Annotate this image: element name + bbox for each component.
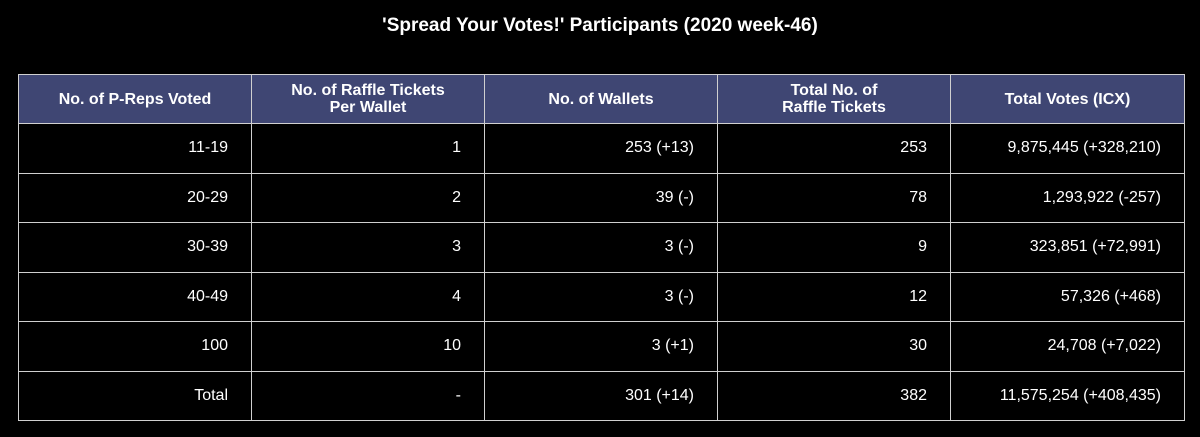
table-cell: 30 bbox=[717, 321, 951, 372]
table-cell: 4 bbox=[251, 271, 485, 322]
table-row: 20-29 2 39 (-) 78 1,293,922 (-257) bbox=[18, 172, 1185, 223]
header-raffle-tickets-per-wallet: No. of Raffle Tickets Per Wallet bbox=[251, 74, 485, 124]
header-total-raffle-tickets: Total No. of Raffle Tickets bbox=[717, 74, 951, 124]
table-cell: 382 bbox=[717, 370, 951, 421]
table-cell: 20-29 bbox=[18, 172, 252, 223]
table-cell: 9 bbox=[717, 222, 951, 273]
table-cell: 253 (+13) bbox=[484, 123, 718, 174]
table-row: 40-49 4 3 (-) 12 57,326 (+468) bbox=[18, 271, 1185, 322]
table-cell: Total bbox=[18, 370, 252, 421]
table-row-total: Total - 301 (+14) 382 11,575,254 (+408,4… bbox=[18, 370, 1185, 421]
table-cell: 10 bbox=[251, 321, 485, 372]
header-p-reps-voted: No. of P-Reps Voted bbox=[18, 74, 252, 124]
table-cell: 253 bbox=[717, 123, 951, 174]
header-wallets: No. of Wallets bbox=[484, 74, 718, 124]
table-cell: 39 (-) bbox=[484, 172, 718, 223]
table-cell: 30-39 bbox=[18, 222, 252, 273]
table-cell: 2 bbox=[251, 172, 485, 223]
table-cell: 11-19 bbox=[18, 123, 252, 174]
table-cell: 12 bbox=[717, 271, 951, 322]
table-cell: 3 bbox=[251, 222, 485, 273]
table-cell: 3 (-) bbox=[484, 271, 718, 322]
table-cell: 3 (-) bbox=[484, 222, 718, 273]
header-total-votes: Total Votes (ICX) bbox=[950, 74, 1185, 124]
header-row: No. of P-Reps Voted No. of Raffle Ticket… bbox=[18, 74, 1185, 124]
table-cell: 24,708 (+7,022) bbox=[950, 321, 1185, 372]
table-row: 100 10 3 (+1) 30 24,708 (+7,022) bbox=[18, 321, 1185, 372]
table-cell: 323,851 (+72,991) bbox=[950, 222, 1185, 273]
data-table: No. of P-Reps Voted No. of Raffle Ticket… bbox=[18, 74, 1185, 421]
chart-title: 'Spread Your Votes!' Participants (2020 … bbox=[382, 15, 818, 36]
table-cell: 1 bbox=[251, 123, 485, 174]
table-cell: 1,293,922 (-257) bbox=[950, 172, 1185, 223]
table-row: 30-39 3 3 (-) 9 323,851 (+72,991) bbox=[18, 222, 1185, 273]
table-cell: 9,875,445 (+328,210) bbox=[950, 123, 1185, 174]
table-cell: 301 (+14) bbox=[484, 370, 718, 421]
table-cell: 40-49 bbox=[18, 271, 252, 322]
table-cell: 11,575,254 (+408,435) bbox=[950, 370, 1185, 421]
table-cell: 100 bbox=[18, 321, 252, 372]
table-cell: 78 bbox=[717, 172, 951, 223]
table-cell: 57,326 (+468) bbox=[950, 271, 1185, 322]
table-cell: 3 (+1) bbox=[484, 321, 718, 372]
table-cell: - bbox=[251, 370, 485, 421]
table-row: 11-19 1 253 (+13) 253 9,875,445 (+328,21… bbox=[18, 123, 1185, 174]
